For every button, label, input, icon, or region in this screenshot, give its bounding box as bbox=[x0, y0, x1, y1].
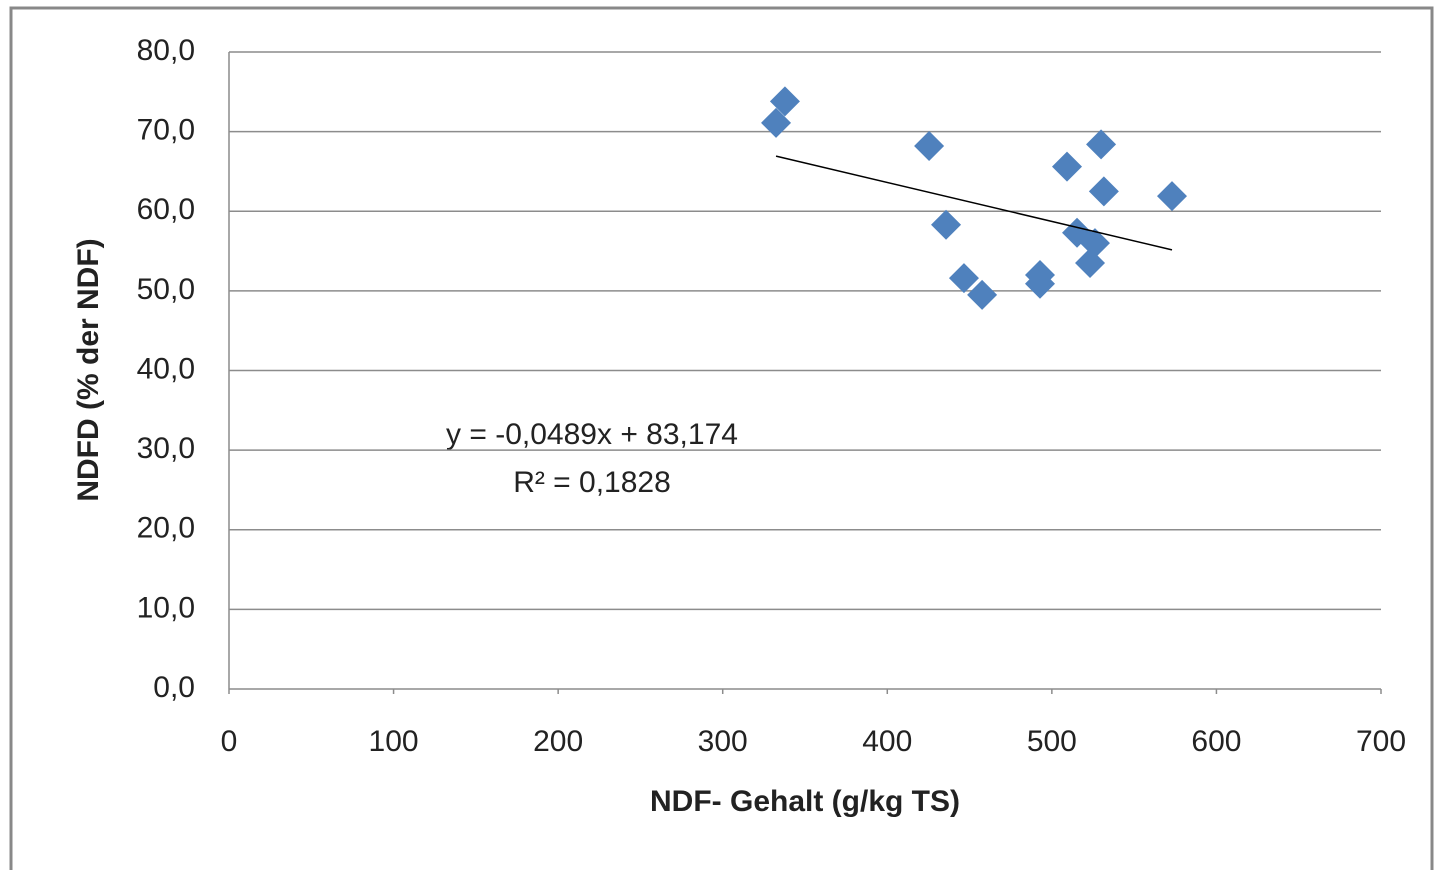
x-tick-label: 500 bbox=[1027, 725, 1077, 758]
point bbox=[931, 209, 962, 240]
point bbox=[914, 130, 945, 161]
y-tick-label: 20,0 bbox=[137, 512, 195, 545]
y-tick-label: 50,0 bbox=[137, 273, 195, 306]
x-tick-label: 200 bbox=[533, 725, 583, 758]
x-tick-label: 0 bbox=[221, 725, 238, 758]
x-axis-title: NDF- Gehalt (g/kg TS) bbox=[650, 785, 960, 818]
x-tick-label: 400 bbox=[862, 725, 912, 758]
trend-r2: R² = 0,1828 bbox=[513, 466, 671, 499]
y-tick-label: 70,0 bbox=[137, 114, 195, 147]
point bbox=[1079, 228, 1110, 259]
y-tick-label: 10,0 bbox=[137, 591, 195, 624]
point bbox=[948, 263, 979, 294]
point bbox=[1156, 181, 1187, 212]
y-tick-label: 80,0 bbox=[137, 34, 195, 67]
chart-frame bbox=[9, 6, 1434, 870]
x-tick-label: 100 bbox=[369, 725, 419, 758]
point bbox=[761, 107, 792, 138]
y-tick-label: 60,0 bbox=[137, 193, 195, 226]
point bbox=[967, 279, 998, 310]
y-tick-label: 40,0 bbox=[137, 352, 195, 385]
x-tick-label: 600 bbox=[1191, 725, 1241, 758]
trend-equation: y = -0,0489x + 83,174 bbox=[446, 418, 738, 451]
point bbox=[1051, 151, 1082, 182]
trendline bbox=[775, 155, 1173, 251]
point bbox=[1086, 129, 1117, 160]
x-tick-label: 700 bbox=[1356, 725, 1406, 758]
point bbox=[769, 86, 800, 117]
y-tick-label: 30,0 bbox=[137, 432, 195, 465]
y-tick-label: 0,0 bbox=[153, 671, 195, 704]
x-tick-label: 300 bbox=[698, 725, 748, 758]
point bbox=[1088, 176, 1119, 207]
y-axis-title: NDFD (% der NDF) bbox=[72, 238, 105, 501]
point bbox=[1025, 268, 1056, 299]
